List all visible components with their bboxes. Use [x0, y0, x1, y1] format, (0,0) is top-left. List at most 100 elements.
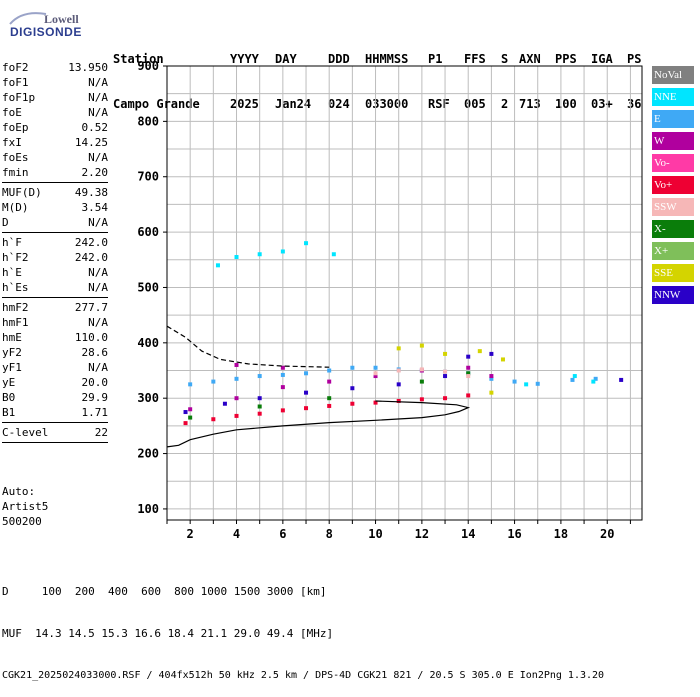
logo-line1: Lowell — [44, 12, 79, 26]
echo-point-nne — [215, 263, 220, 268]
y-tick-label: 100 — [137, 502, 159, 516]
echo-point-vo- — [327, 403, 332, 408]
x-tick-label: 8 — [326, 527, 333, 541]
echo-point-ssw — [373, 371, 378, 376]
header-value-yyyy: 2025 — [230, 97, 259, 111]
param-value: 110.0 — [74, 331, 108, 344]
param-key: B0 — [2, 391, 16, 404]
param-foEp: foEp 0.52 — [2, 120, 108, 135]
header-value-p1: RSF — [428, 97, 450, 111]
echo-point-w — [280, 385, 285, 390]
param-key: h`F — [2, 236, 22, 249]
param-hF2: h`F2 242.0 — [2, 250, 108, 265]
divider — [2, 182, 108, 183]
auto-artist: Artist5 — [2, 500, 49, 513]
param-hEs: h`Es N/A — [2, 280, 108, 295]
param-foE: foE N/A — [2, 105, 108, 120]
param-key: foF1p — [2, 91, 36, 104]
echo-point-e — [304, 371, 309, 376]
param-value: 28.6 — [81, 346, 109, 359]
y-tick-label: 400 — [137, 336, 159, 350]
legend-item-w: W — [652, 132, 694, 150]
param-value: 29.9 — [81, 391, 109, 404]
x-tick-label: 14 — [461, 527, 475, 541]
echo-point-x- — [327, 396, 332, 401]
param-hmE: hmE 110.0 — [2, 330, 108, 345]
echo-point-w — [327, 379, 332, 384]
header-value-s: 2 — [501, 97, 509, 111]
param-value: N/A — [88, 266, 108, 279]
param-m-d: M(D) 3.54 — [2, 200, 108, 215]
divider — [2, 232, 108, 233]
echo-point-vo- — [211, 417, 216, 422]
param-fmin: fmin 2.20 — [2, 165, 108, 180]
param-c-level: C-level 22 — [2, 425, 108, 440]
legend-item-nne: NNE — [652, 88, 694, 106]
param-value: 242.0 — [74, 251, 108, 264]
param-key: foE — [2, 106, 22, 119]
echo-point-vo- — [234, 413, 239, 418]
echo-point-w — [234, 362, 239, 367]
echo-point-w — [234, 396, 239, 401]
echo-point-nnw — [396, 382, 401, 387]
header-value-axn: 713 — [519, 97, 541, 111]
y-tick-label: 200 — [137, 447, 159, 461]
echo-point-e — [373, 365, 378, 370]
y-tick-label: 300 — [137, 391, 159, 405]
param-value: 3.54 — [81, 201, 109, 214]
plot-frame — [166, 65, 643, 521]
echo-point-vo- — [419, 397, 424, 402]
echo-point-ssw — [443, 369, 448, 374]
header-label-iga: IGA — [591, 52, 613, 66]
echo-point-e — [350, 365, 355, 370]
param-value: N/A — [88, 91, 108, 104]
footer-muf-row: MUF 14.3 14.5 15.3 16.6 18.4 21.1 29.0 4… — [2, 627, 334, 640]
legend-item-sse: SSE — [652, 264, 694, 282]
param-B0: B0 29.9 — [2, 390, 108, 405]
echo-point-vo- — [280, 408, 285, 413]
param-key: h`F2 — [2, 251, 29, 264]
echo-point-vo- — [183, 421, 188, 426]
echo-point-e — [512, 379, 517, 384]
legend-item-nnw: NNW — [652, 286, 694, 304]
param-value: N/A — [88, 316, 108, 329]
echo-point-ssw — [419, 367, 424, 372]
header-label-station: Station — [113, 52, 164, 66]
footer-distance-row: D 100 200 400 600 800 1000 1500 3000 [km… — [2, 585, 327, 598]
param-value: 2.20 — [81, 166, 109, 179]
param-value: N/A — [88, 151, 108, 164]
echo-point-e — [489, 376, 494, 381]
param-key: D — [2, 216, 9, 229]
echo-point-sse — [500, 357, 505, 362]
param-foF1: foF1 N/A — [2, 75, 108, 90]
echo-point-nne — [591, 379, 596, 384]
param-key: B1 — [2, 406, 16, 419]
param-key: C-level — [2, 426, 49, 439]
x-tick-label: 4 — [233, 527, 240, 541]
param-key: hmF1 — [2, 316, 29, 329]
param-group-muf: MUF(D) 49.38 M(D) 3.54 D N/A — [2, 185, 108, 230]
auto-label: Auto: — [2, 485, 36, 498]
echo-point-x- — [419, 379, 424, 384]
echo-point-vo- — [443, 396, 448, 401]
echo-point-x- — [188, 415, 193, 420]
scaled-parameters-panel: foF2 13.950 foF1 N/A foF1p N/A foE N/A foEp 0… — [2, 60, 108, 445]
echo-point-vo- — [396, 398, 401, 403]
divider — [2, 422, 108, 423]
x-tick-label: 2 — [187, 527, 194, 541]
echo-point-x- — [257, 404, 262, 409]
echo-point-w — [489, 374, 494, 379]
legend-item-vo-: Vo- — [652, 154, 694, 172]
echo-point-nnw — [304, 390, 309, 395]
param-key: foF1 — [2, 76, 29, 89]
divider — [2, 442, 108, 443]
legend-item-e: E — [652, 110, 694, 128]
param-yF2: yF2 28.6 — [2, 345, 108, 360]
echo-point-e — [234, 376, 239, 381]
echo-point-nnw — [466, 354, 471, 359]
echo-point-nnw — [489, 351, 494, 356]
param-key: yE — [2, 376, 16, 389]
echo-point-w — [466, 365, 471, 370]
profile — [166, 400, 471, 448]
footer: D 100 200 400 600 800 1000 1500 3000 [km… — [2, 557, 604, 697]
